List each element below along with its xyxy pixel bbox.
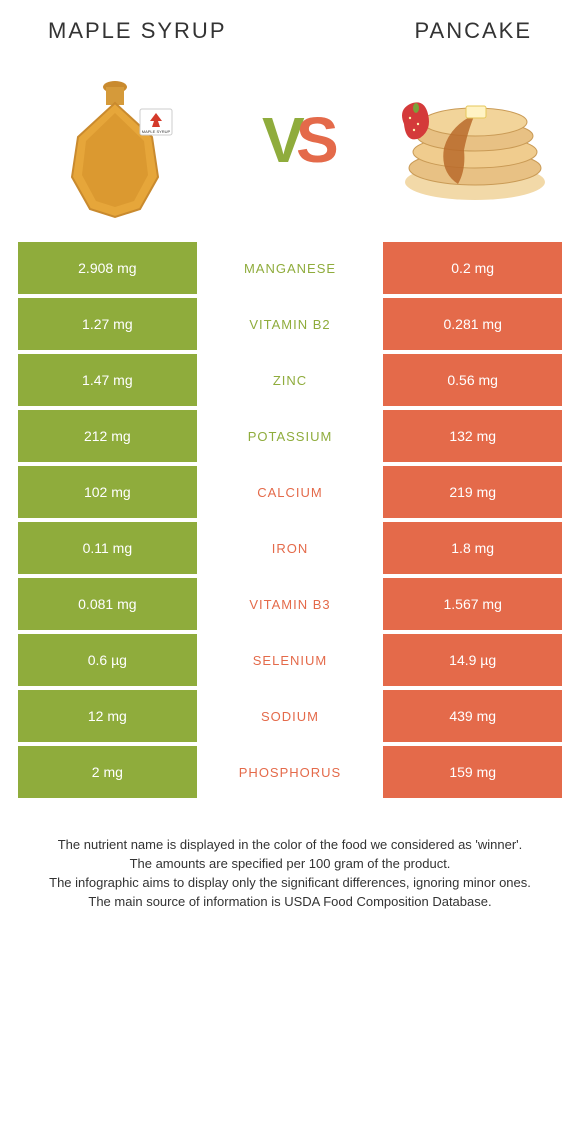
left-value-cell: 12 mg <box>18 690 197 742</box>
images-row: MAPLE SYRUP V S <box>0 44 580 242</box>
table-row: 0.6 µgSELENIUM14.9 µg <box>18 634 562 686</box>
table-row: 212 mgPOTASSIUM132 mg <box>18 410 562 462</box>
right-value-cell: 0.2 mg <box>383 242 562 294</box>
nutrient-label: VITAMIN B2 <box>201 298 380 350</box>
table-row: 1.27 mgVITAMIN B20.281 mg <box>18 298 562 350</box>
nutrient-label: CALCIUM <box>201 466 380 518</box>
right-value-cell: 132 mg <box>383 410 562 462</box>
right-value-cell: 0.56 mg <box>383 354 562 406</box>
maple-syrup-image: MAPLE SYRUP <box>30 54 200 224</box>
left-food-title: MAPLE SYRUP <box>48 18 227 44</box>
nutrient-label: MANGANESE <box>201 242 380 294</box>
right-value-cell: 219 mg <box>383 466 562 518</box>
left-value-cell: 0.081 mg <box>18 578 197 630</box>
table-row: 0.081 mgVITAMIN B31.567 mg <box>18 578 562 630</box>
table-row: 2 mgPHOSPHORUS159 mg <box>18 746 562 798</box>
right-value-cell: 0.281 mg <box>383 298 562 350</box>
left-value-cell: 212 mg <box>18 410 197 462</box>
vs-s-letter: S <box>296 104 339 176</box>
footer-line: The infographic aims to display only the… <box>24 874 556 893</box>
table-row: 102 mgCALCIUM219 mg <box>18 466 562 518</box>
right-value-cell: 14.9 µg <box>383 634 562 686</box>
nutrient-label: IRON <box>201 522 380 574</box>
nutrient-label: PHOSPHORUS <box>201 746 380 798</box>
left-value-cell: 102 mg <box>18 466 197 518</box>
pancake-image <box>380 54 550 224</box>
right-value-cell: 1.567 mg <box>383 578 562 630</box>
footer-notes: The nutrient name is displayed in the co… <box>24 836 556 911</box>
footer-line: The main source of information is USDA F… <box>24 893 556 912</box>
left-value-cell: 0.6 µg <box>18 634 197 686</box>
nutrient-label: SODIUM <box>201 690 380 742</box>
nutrient-table: 2.908 mgMANGANESE0.2 mg1.27 mgVITAMIN B2… <box>18 242 562 798</box>
left-value-cell: 1.27 mg <box>18 298 197 350</box>
right-value-cell: 159 mg <box>383 746 562 798</box>
right-food-title: PANCAKE <box>414 18 532 44</box>
nutrient-label: VITAMIN B3 <box>201 578 380 630</box>
header-row: MAPLE SYRUP PANCAKE <box>0 0 580 44</box>
right-value-cell: 439 mg <box>383 690 562 742</box>
table-row: 1.47 mgZINC0.56 mg <box>18 354 562 406</box>
nutrient-label: POTASSIUM <box>201 410 380 462</box>
table-row: 0.11 mgIRON1.8 mg <box>18 522 562 574</box>
left-value-cell: 0.11 mg <box>18 522 197 574</box>
nutrient-label: ZINC <box>201 354 380 406</box>
nutrient-label: SELENIUM <box>201 634 380 686</box>
table-row: 2.908 mgMANGANESE0.2 mg <box>18 242 562 294</box>
footer-line: The amounts are specified per 100 gram o… <box>24 855 556 874</box>
vs-badge: V S <box>230 99 350 179</box>
left-value-cell: 1.47 mg <box>18 354 197 406</box>
right-value-cell: 1.8 mg <box>383 522 562 574</box>
left-value-cell: 2 mg <box>18 746 197 798</box>
footer-line: The nutrient name is displayed in the co… <box>24 836 556 855</box>
table-row: 12 mgSODIUM439 mg <box>18 690 562 742</box>
svg-text:MAPLE SYRUP: MAPLE SYRUP <box>142 129 171 134</box>
left-value-cell: 2.908 mg <box>18 242 197 294</box>
